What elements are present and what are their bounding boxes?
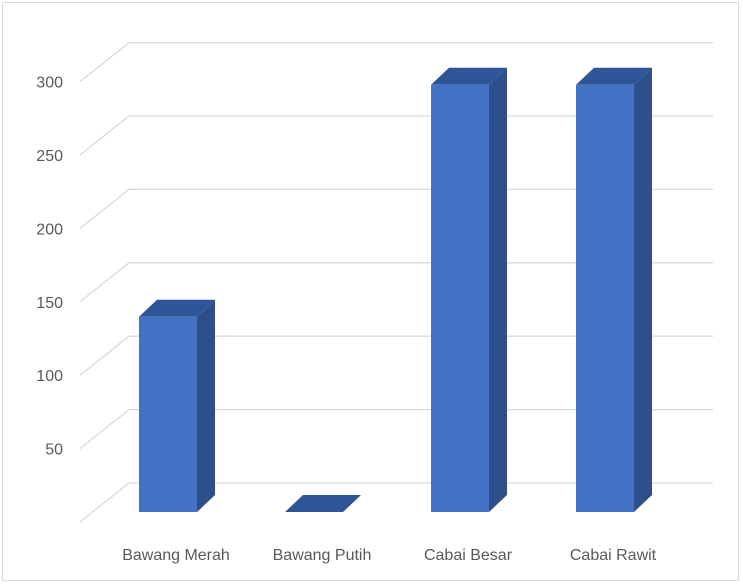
gridline-100 [79,335,713,376]
bar-front [431,84,489,512]
x-axis-labels: Bawang Merah Bawang Putih Cabai Besar Cabai… [122,547,656,564]
bar-top [285,495,361,512]
y-tick-label: 150 [36,295,63,312]
y-tick-label: 50 [45,442,63,459]
bar-bawang-putih [285,495,361,512]
bar-cabai-besar [431,67,507,512]
y-tick-label: 250 [36,148,63,165]
y-tick-label: 200 [36,221,63,238]
x-category-label: Cabai Rawit [570,547,657,564]
x-category-label: Cabai Besar [424,547,513,564]
y-tick-label: 100 [36,368,63,385]
bar-side [489,67,507,512]
bar-front [139,316,197,512]
bar-side [634,67,652,512]
bar-top [139,299,215,317]
bar-top [576,67,652,85]
y-axis-ticks: 50 100 150 200 250 300 [36,75,63,459]
gridline-50 [79,408,713,450]
bar-side [197,299,215,512]
bar-top [431,67,507,85]
gridlines [79,41,713,523]
gridline-250 [79,115,713,156]
x-category-label: Bawang Putih [273,547,372,564]
bars [139,67,652,512]
bar-front [576,84,634,512]
gridline-200 [79,188,713,229]
x-category-label: Bawang Merah [122,547,230,564]
y-tick-label: 300 [36,75,63,92]
gridline-0 [79,482,713,523]
bar-cabai-rawit [576,67,652,512]
bar-bawang-merah [139,299,215,512]
gridline-150 [79,262,713,303]
gridline-300 [79,41,713,83]
